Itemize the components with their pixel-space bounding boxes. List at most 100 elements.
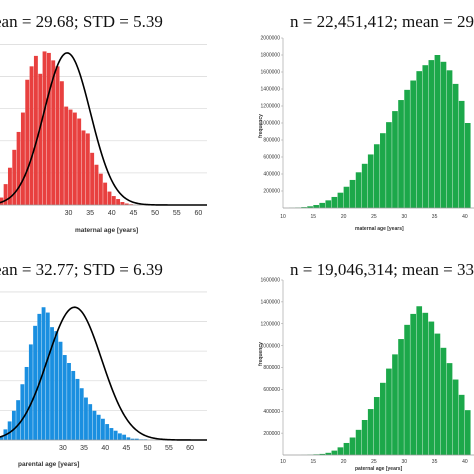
- histogram-bar: [103, 182, 108, 205]
- y-axis-label-br: frequency: [258, 342, 264, 366]
- histogram-bar: [398, 339, 404, 455]
- histogram-bar: [380, 133, 386, 208]
- x-tick-label: 35: [432, 214, 438, 220]
- x-tick-label: 30: [401, 459, 407, 465]
- histogram-bar: [301, 207, 307, 208]
- histogram-bar: [28, 344, 33, 440]
- histogram-bar: [67, 363, 71, 440]
- y-tick-label: 400000: [263, 172, 280, 178]
- histogram-bar: [79, 388, 84, 440]
- histogram-bar: [130, 438, 135, 440]
- histogram-bar: [33, 55, 38, 206]
- x-tick-label: 40: [462, 459, 468, 465]
- histogram-bar: [343, 442, 350, 455]
- histogram-bar: [325, 452, 332, 455]
- x-tick-label: 20: [341, 214, 347, 220]
- histogram-bar: [416, 306, 423, 455]
- panel-title-tl: ean = 29.68; STD = 5.39: [0, 12, 163, 31]
- normal-fit-curve: [0, 52, 207, 206]
- y-tick-label: 1600000: [261, 70, 281, 76]
- histogram-bar: [24, 366, 29, 440]
- x-tick-label: 40: [108, 210, 116, 217]
- x-tick-label: 25: [371, 214, 377, 220]
- y-tick-label: 1000000: [261, 121, 281, 127]
- histogram-bar: [105, 424, 110, 440]
- panel-title-bl: ean = 32.77; STD = 6.39: [0, 260, 163, 279]
- histogram-bar: [120, 202, 125, 205]
- histogram-bar: [343, 186, 350, 208]
- histogram-bar: [59, 81, 64, 205]
- x-axis-label-tl: maternal age [years]: [75, 227, 138, 234]
- y-tick-label: 800000: [263, 138, 280, 144]
- histogram-bar: [349, 437, 356, 455]
- histogram-bar: [464, 410, 471, 455]
- histogram-bar: [98, 173, 103, 205]
- histogram-bar: [72, 112, 77, 205]
- x-tick-label: 35: [432, 459, 438, 465]
- histogram-bar: [42, 51, 47, 205]
- histogram-bar: [38, 73, 43, 206]
- y-tick-label: 600000: [263, 155, 280, 161]
- histogram-bar: [20, 112, 25, 205]
- panel-maternal-age-frequency: n = 22,451,412; mean = 29.83 200000 40000…: [258, 12, 474, 232]
- histogram-bar: [319, 202, 326, 208]
- histogram-bar: [440, 347, 447, 455]
- histogram-bar: [134, 438, 139, 440]
- histogram-bar: [404, 324, 410, 455]
- y-tick-label: 2000000: [261, 36, 281, 42]
- y-tick-label: 600000: [263, 387, 280, 393]
- histogram-bar: [45, 312, 50, 440]
- histogram-bar: [51, 60, 56, 205]
- y-tick-label: 400000: [263, 409, 280, 415]
- histogram-bar: [458, 100, 465, 208]
- x-tick-label: 40: [101, 445, 109, 452]
- y-tick-label: 1200000: [261, 104, 281, 110]
- histogram-bar: [77, 118, 82, 205]
- x-tick-label: 45: [130, 210, 138, 217]
- histogram-bar: [319, 453, 326, 455]
- histogram-bar: [12, 149, 17, 205]
- x-tick-label: 15: [311, 459, 317, 465]
- histogram-bar: [16, 131, 21, 205]
- x-tick-label: 15: [311, 214, 317, 220]
- histogram-bar: [37, 313, 42, 440]
- x-tick-label: 35: [86, 210, 94, 217]
- histogram-bar: [33, 325, 37, 440]
- histogram-bar: [337, 192, 344, 208]
- histogram-bar: [90, 152, 95, 205]
- histogram-bar: [81, 130, 86, 205]
- normal-fit-curve: [0, 306, 207, 441]
- panel-parental-age-normalized: ean = 32.77; STD = 6.39 30 35 40 45 50 55 60 p…: [0, 260, 207, 468]
- histogram-bar: [386, 122, 392, 208]
- histogram-bar: [46, 52, 51, 206]
- histogram-bar: [307, 206, 313, 208]
- histogram-bar: [126, 437, 131, 440]
- histogram-bar: [337, 447, 344, 455]
- histogram-bar: [458, 394, 465, 455]
- histogram-bar: [20, 384, 25, 440]
- histogram-bar: [452, 83, 459, 208]
- x-tick-label: 50: [144, 445, 152, 452]
- histogram-bar: [129, 204, 134, 205]
- histogram-bar: [109, 428, 114, 440]
- histogram-bar: [367, 154, 374, 208]
- histogram-bar: [55, 66, 60, 206]
- x-axis-label-tr: maternal age [years]: [355, 226, 404, 232]
- x-tick-label: 10: [280, 459, 286, 465]
- x-tick-label: 60: [194, 210, 202, 217]
- histogram-bar: [398, 100, 404, 208]
- histogram-bar: [7, 421, 12, 440]
- x-axis-label-bl: parental age [years]: [18, 461, 79, 468]
- histogram-bar: [96, 414, 101, 440]
- histogram-bar: [25, 79, 30, 205]
- panel-title-br: n = 19,046,314; mean = 33.07: [290, 260, 474, 279]
- x-tick-label: 30: [59, 445, 67, 452]
- histogram-bar: [392, 354, 398, 455]
- x-tick-label: 55: [173, 210, 181, 217]
- histogram-bar: [410, 313, 416, 455]
- histogram-bar: [392, 111, 398, 208]
- x-tick-label: 20: [341, 459, 347, 465]
- x-tick-label: 60: [186, 445, 194, 452]
- x-tick-label: 30: [401, 214, 407, 220]
